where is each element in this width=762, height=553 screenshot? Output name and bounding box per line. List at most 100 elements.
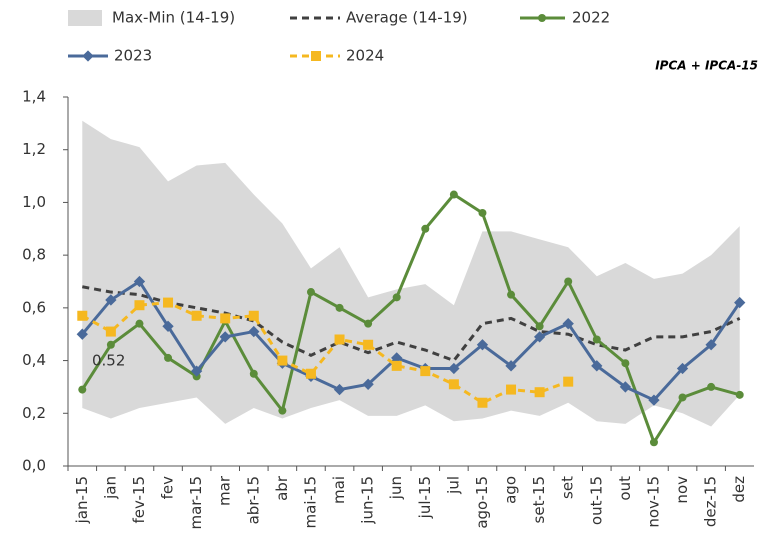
point	[421, 224, 430, 233]
x-tick-label: mai-15	[301, 476, 319, 528]
point	[392, 293, 401, 302]
point	[391, 352, 403, 364]
point	[78, 385, 87, 394]
x-tick-label: dez	[730, 476, 748, 503]
point	[134, 300, 145, 311]
x-tick-label: jul	[444, 476, 462, 495]
point	[249, 369, 258, 378]
point	[619, 381, 632, 393]
x-tick-label: mai	[330, 476, 348, 504]
point	[564, 277, 573, 286]
point	[448, 362, 460, 375]
point	[678, 393, 687, 402]
point	[306, 288, 315, 297]
y-tick-label: 0,8	[22, 246, 46, 264]
series-line	[81, 192, 741, 446]
legend-marker	[538, 14, 546, 22]
point	[533, 331, 546, 343]
legend-swatch	[68, 10, 102, 26]
point	[535, 322, 544, 331]
point	[335, 303, 344, 312]
point	[163, 297, 174, 308]
x-tick-label: set	[559, 476, 577, 499]
legend-label: 2023	[114, 47, 152, 65]
x-tick-label: dez-15	[702, 476, 720, 527]
legend-label: 2022	[572, 9, 610, 27]
legend-label: Average (14-19)	[346, 9, 468, 27]
point	[649, 438, 658, 447]
point	[420, 366, 431, 377]
point	[277, 355, 288, 366]
point	[164, 353, 173, 362]
point	[105, 326, 116, 337]
point	[621, 359, 630, 368]
point	[363, 339, 374, 350]
point	[676, 362, 689, 375]
y-tick-label: 0,4	[22, 351, 46, 369]
y-tick-label: 0,2	[22, 404, 46, 422]
x-tick-label: jan-15	[73, 476, 91, 524]
x-tick-label: jan	[101, 476, 119, 500]
point	[478, 208, 487, 217]
point	[705, 339, 717, 351]
point	[362, 378, 374, 390]
legend-marker	[311, 51, 321, 61]
x-tick-label: out	[616, 476, 634, 501]
x-tick-label: abr	[273, 475, 291, 501]
point	[507, 290, 516, 299]
x-tick-label: jun	[387, 476, 405, 500]
point	[391, 360, 402, 371]
point	[77, 310, 88, 321]
x-tick-label: ago	[502, 476, 520, 504]
y-tick-label: 1,4	[22, 88, 46, 106]
point	[562, 318, 574, 330]
point	[592, 335, 601, 344]
point	[106, 340, 115, 349]
series-line	[81, 279, 741, 402]
annotation: IPCA + IPCA-15	[655, 59, 758, 73]
point	[190, 365, 203, 377]
point	[477, 397, 488, 408]
point	[364, 319, 373, 328]
series-line	[82, 285, 741, 363]
x-tick-label: fev-15	[130, 476, 148, 523]
x-tick-label: mar	[216, 475, 234, 506]
x-tick-label: jul-15	[416, 476, 434, 519]
point	[735, 390, 744, 399]
point	[506, 384, 517, 395]
range-band	[82, 120, 740, 427]
x-tick-label: set-15	[530, 476, 548, 523]
y-tick-label: 1,2	[22, 140, 46, 158]
point	[648, 394, 660, 406]
x-tick-label: mar-15	[187, 476, 205, 530]
point	[248, 310, 259, 321]
point	[449, 190, 458, 199]
point	[476, 339, 489, 351]
point	[534, 387, 545, 398]
point	[734, 296, 746, 309]
x-tick-label: fev	[159, 476, 177, 500]
x-tick-label: nov	[673, 476, 691, 504]
y-tick-label: 1,0	[22, 193, 46, 211]
point	[133, 275, 146, 288]
point	[505, 360, 517, 372]
point	[448, 379, 459, 390]
point	[563, 376, 574, 387]
point	[248, 325, 260, 338]
y-tick-label: 0,6	[22, 298, 46, 316]
point	[220, 313, 231, 324]
x-tick-label: jun-15	[359, 476, 377, 525]
x-tick-label: nov-15	[644, 476, 662, 528]
point	[162, 320, 174, 332]
point	[591, 360, 603, 372]
x-tick-label: ago-15	[473, 476, 491, 529]
legend-marker	[82, 50, 94, 62]
point	[219, 331, 231, 343]
y-tick-label: 0,0	[22, 457, 46, 475]
point	[191, 310, 202, 321]
legend-label: 2024	[346, 47, 384, 65]
point	[305, 368, 316, 379]
annotation: 0.52	[92, 352, 125, 370]
x-tick-label: out-15	[587, 476, 605, 525]
